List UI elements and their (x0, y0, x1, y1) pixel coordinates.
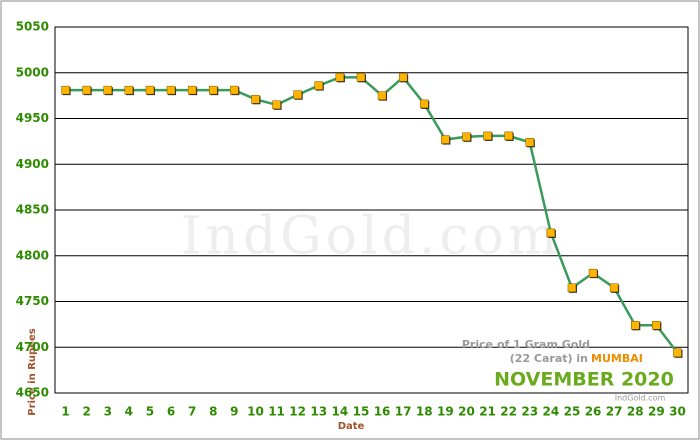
x-tick-label: 10 (247, 405, 264, 419)
x-tick-label: 9 (230, 405, 238, 419)
y-axis-label: Price in Rupees (27, 328, 38, 415)
marker (166, 85, 176, 95)
x-tick-label: 19 (437, 405, 454, 419)
marker (272, 100, 281, 110)
marker (609, 283, 619, 293)
marker (462, 132, 471, 142)
x-tick-label: 4 (125, 405, 133, 419)
marker (377, 91, 387, 100)
marker (356, 73, 366, 82)
marker (124, 85, 134, 95)
annotation: (22 Carat) in (510, 352, 588, 365)
marker (631, 321, 640, 330)
x-tick-label: 27 (606, 405, 623, 419)
y-tick-label: 4700 (16, 340, 49, 354)
annotation: Price of 1 Gram Gold (462, 338, 590, 351)
x-tick-label: 2 (82, 405, 90, 419)
marker (293, 90, 302, 99)
x-tick-label: 12 (289, 405, 306, 419)
marker (398, 73, 408, 82)
marker (673, 348, 682, 357)
x-tick-label: 22 (500, 405, 517, 419)
annotation-source: IndGold.com (615, 394, 666, 403)
x-tick-label: 20 (458, 405, 475, 419)
annotation-city: MUMBAI (591, 352, 643, 365)
marker (420, 99, 429, 109)
marker (61, 85, 70, 95)
marker (567, 283, 577, 293)
x-tick-label: 11 (268, 405, 285, 419)
x-tick-label: 5 (146, 405, 154, 419)
x-tick-label: 8 (209, 405, 217, 419)
marker (187, 85, 197, 95)
y-tick-label: 5000 (16, 65, 49, 79)
marker (546, 228, 556, 238)
x-tick-label: 25 (564, 405, 581, 419)
y-tick-label: 5050 (16, 20, 49, 34)
y-tick-label: 4650 (16, 386, 49, 400)
marker (483, 131, 492, 141)
marker (251, 95, 260, 104)
x-tick-label: 23 (521, 405, 538, 419)
x-tick-label: 7 (188, 405, 196, 419)
x-tick-label: 1 (61, 405, 69, 419)
marker (504, 131, 513, 141)
x-tick-label: 24 (542, 405, 559, 419)
watermark: IndGold.com (181, 207, 561, 267)
x-tick-label: 30 (669, 405, 686, 419)
x-tick-label: 16 (374, 405, 391, 419)
x-tick-label: 3 (104, 405, 112, 419)
marker (441, 135, 450, 144)
x-tick-label: 15 (353, 405, 370, 419)
marker (525, 138, 534, 147)
x-tick-label: 29 (648, 405, 665, 419)
x-tick-label: 26 (585, 405, 602, 419)
marker (652, 321, 661, 330)
marker (82, 85, 91, 95)
x-axis-label: Date (338, 421, 365, 432)
annotation-period: NOVEMBER 2020 (494, 369, 674, 391)
x-tick-label: 14 (331, 405, 348, 419)
marker (588, 268, 598, 278)
marker (145, 85, 155, 95)
x-tick-label: 17 (395, 405, 412, 419)
marker (103, 85, 112, 95)
x-tick-label: 13 (310, 405, 327, 419)
marker (209, 85, 218, 95)
y-tick-label: 4850 (16, 203, 49, 217)
y-tick-label: 4750 (16, 294, 49, 308)
y-tick-label: 4950 (16, 111, 49, 125)
x-tick-label: 18 (416, 405, 433, 419)
marker (230, 85, 239, 95)
x-tick-label: 6 (167, 405, 175, 419)
marker (314, 81, 323, 90)
y-tick-label: 4900 (16, 157, 49, 171)
y-tick-label: 4800 (16, 248, 49, 262)
marker (335, 73, 345, 82)
x-tick-label: 21 (479, 405, 496, 419)
x-tick-label: 28 (627, 405, 644, 419)
